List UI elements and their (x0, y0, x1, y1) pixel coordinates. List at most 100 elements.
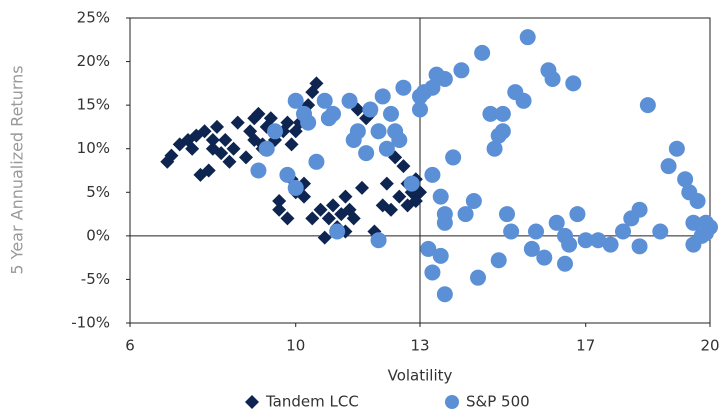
point (239, 150, 253, 165)
point (391, 132, 408, 148)
point (287, 179, 304, 196)
point (272, 202, 287, 217)
point (494, 105, 511, 122)
point (201, 163, 216, 178)
point (374, 88, 391, 105)
point (230, 115, 245, 130)
legend-marker (245, 395, 259, 409)
point (424, 79, 441, 96)
point (602, 236, 619, 253)
x-tick-label: 13 (410, 337, 429, 355)
point (577, 232, 594, 249)
point (379, 176, 394, 191)
point (403, 175, 420, 192)
point (631, 238, 648, 255)
x-tick-label: 6 (125, 337, 135, 355)
legend-label: S&P 500 (466, 393, 530, 411)
point (346, 211, 361, 226)
point (631, 201, 648, 218)
point (660, 158, 677, 175)
point (300, 114, 317, 131)
point (528, 223, 544, 240)
point (309, 76, 324, 91)
point (383, 105, 399, 122)
point (482, 105, 499, 122)
point (490, 252, 507, 269)
y-axis-title: 5 Year Annualized Returns (8, 65, 27, 274)
point (395, 79, 412, 96)
point (280, 115, 295, 130)
point (370, 232, 387, 249)
point (214, 146, 229, 161)
point (523, 240, 540, 257)
y-tick-label: 5% (86, 183, 110, 201)
point (557, 255, 573, 272)
point (494, 123, 511, 140)
point (329, 223, 346, 240)
point (284, 137, 299, 152)
point (565, 75, 582, 92)
point (279, 166, 296, 183)
point (685, 236, 702, 253)
point (185, 141, 200, 156)
point (639, 97, 656, 114)
point (288, 124, 303, 139)
point (272, 194, 287, 208)
point (250, 162, 267, 179)
x-tick-label: 20 (700, 337, 719, 355)
point (267, 123, 283, 140)
point (697, 225, 714, 242)
point (392, 189, 407, 204)
point (499, 206, 515, 223)
point (432, 247, 449, 264)
point (652, 223, 669, 240)
point (474, 44, 491, 61)
point (615, 223, 631, 240)
point (355, 180, 369, 195)
legend-label: Tandem LCC (265, 393, 359, 411)
point (445, 149, 462, 166)
x-axis-title: Volatility (388, 367, 453, 385)
point (308, 153, 325, 170)
legend-marker (445, 395, 459, 409)
point (453, 62, 470, 79)
point (544, 71, 561, 87)
point (569, 206, 586, 223)
point (436, 286, 453, 303)
point (424, 166, 441, 183)
point (218, 133, 233, 147)
point (561, 236, 578, 253)
point (205, 133, 220, 147)
x-tick-label: 17 (576, 337, 595, 355)
point (321, 211, 336, 226)
point (341, 92, 358, 109)
point (432, 188, 449, 205)
point (305, 211, 320, 226)
point (325, 105, 341, 122)
point (222, 154, 237, 169)
point (685, 214, 702, 231)
point (197, 124, 212, 139)
point (313, 202, 328, 217)
point (263, 111, 278, 126)
point (378, 140, 395, 157)
y-tick-label: 0% (86, 226, 110, 244)
point (436, 214, 453, 231)
point (519, 29, 536, 46)
point (548, 214, 565, 231)
y-tick-label: 20% (77, 52, 110, 70)
point (412, 101, 428, 118)
point (349, 123, 366, 140)
y-tick-label: 10% (77, 139, 110, 157)
y-tick-label: 25% (77, 9, 110, 27)
point (677, 171, 694, 188)
point (362, 101, 379, 118)
point (457, 206, 474, 223)
point (251, 106, 266, 121)
point (258, 140, 275, 157)
point (384, 202, 398, 217)
point (590, 232, 607, 249)
point (668, 140, 685, 157)
y-tick-label: -5% (81, 270, 110, 288)
